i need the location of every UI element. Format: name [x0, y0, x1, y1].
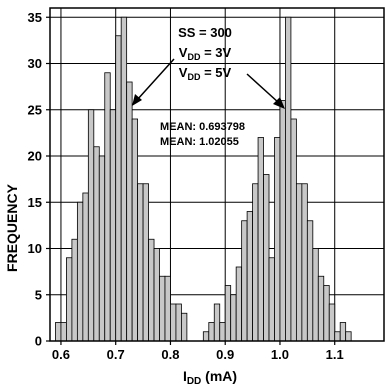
annotation-vdd-3v: VDD = 3V: [179, 45, 232, 62]
histogram-bar: [230, 294, 237, 342]
histogram-bar: [66, 257, 73, 342]
x-tick-label: 0.7: [107, 347, 125, 362]
histogram-bar: [241, 220, 248, 342]
histogram-bar: [137, 183, 144, 342]
x-tick-label: 1.1: [326, 347, 344, 362]
histogram-bar: [328, 303, 336, 342]
x-tick-label: 0.8: [161, 347, 179, 362]
histogram-bar: [55, 322, 62, 342]
histogram-bar: [274, 137, 281, 342]
histogram-bar: [153, 248, 160, 342]
histogram-bar: [71, 238, 78, 342]
histogram-bar: [175, 303, 182, 342]
y-tick-label: 5: [35, 287, 42, 302]
x-axis-title-unit: (mA): [201, 368, 237, 384]
arrow-3v-line: [136, 58, 175, 101]
histogram-bar: [170, 303, 177, 342]
histogram-bar: [60, 322, 67, 342]
y-tick-label: 20: [28, 149, 42, 164]
histogram-bar: [301, 183, 308, 342]
histogram-bar: [252, 183, 259, 342]
annotation-mean-1: MEAN: 0.693798: [160, 121, 245, 133]
histogram-bar: [115, 35, 122, 342]
vdd2-sub: DD: [187, 72, 200, 82]
histogram-bar: [339, 322, 347, 342]
histogram-bar: [208, 322, 215, 342]
histogram-bar: [317, 275, 325, 342]
histogram-bar: [235, 266, 243, 342]
vdd1-sub: DD: [187, 52, 200, 62]
histogram-bar: [295, 183, 303, 342]
histogram-bar: [246, 211, 253, 342]
histogram-bar: [109, 109, 117, 342]
histogram-bar: [93, 146, 100, 342]
histogram-bar: [98, 155, 106, 342]
annotation-ss: SS = 300: [178, 25, 232, 40]
y-tick-label: 0: [35, 334, 42, 349]
plot-frame: [49, 7, 385, 342]
histogram-bar: [334, 331, 341, 342]
histogram-bar: [148, 238, 155, 342]
y-tick-label: 25: [28, 102, 42, 117]
histogram-bar: [104, 72, 111, 342]
y-tick-label: 30: [28, 56, 42, 71]
histogram-bar: [306, 220, 314, 342]
x-axis-title-main: I: [183, 368, 187, 384]
histogram-bar: [219, 322, 226, 342]
histogram-bar: [213, 303, 221, 342]
histogram-bar: [82, 192, 89, 342]
histogram-bar: [126, 81, 133, 342]
histogram-bar: [345, 331, 352, 342]
y-tick-label: 10: [28, 241, 42, 256]
histogram-bar: [131, 118, 139, 342]
annotation-vdd-5v: VDD = 5V: [179, 65, 232, 82]
vdd2-main: V: [179, 65, 188, 80]
histogram-bar: [202, 331, 210, 342]
x-tick-label: 1.0: [271, 347, 289, 362]
vdd2-rest: = 5V: [200, 65, 231, 80]
y-tick-label: 15: [28, 195, 42, 210]
x-tick-label: 0.6: [52, 347, 70, 362]
histogram-bar: [164, 275, 171, 342]
histogram-bar: [181, 312, 188, 342]
histogram-bar: [323, 285, 330, 342]
axis-ticks: 0.6 0.7 0.8 0.9 1.0 1.1 0 5 10 15 20 25 30 35: [28, 10, 344, 362]
y-axis-title: FREQUENCY: [4, 183, 20, 272]
histogram-bar: [76, 201, 84, 342]
histogram-bar: [142, 183, 149, 342]
histogram-bar: [87, 109, 95, 342]
x-tick-label: 0.9: [216, 347, 234, 362]
histogram-bar: [279, 100, 286, 342]
histogram-bar: [263, 174, 270, 342]
vdd1-main: V: [179, 45, 188, 60]
histogram-bar: [159, 275, 166, 342]
annotation-mean-2: MEAN: 1.02055: [160, 136, 239, 148]
histogram-bar: [290, 118, 297, 342]
arrow-3v-head: [132, 94, 142, 106]
histogram-bar: [285, 16, 292, 342]
histogram-bar: [312, 248, 319, 342]
arrow-5v-head: [273, 97, 285, 109]
histogram-bar: [257, 137, 264, 342]
x-axis-title-sub: DD: [187, 376, 201, 387]
histogram-bar: [224, 285, 232, 342]
x-axis-title: IDD (mA): [183, 368, 237, 387]
arrow-5v-line: [246, 73, 280, 104]
vdd1-rest: = 3V: [200, 45, 231, 60]
histogram-bar: [268, 257, 275, 342]
y-tick-label: 35: [28, 10, 42, 25]
histogram-bar: [120, 16, 128, 342]
